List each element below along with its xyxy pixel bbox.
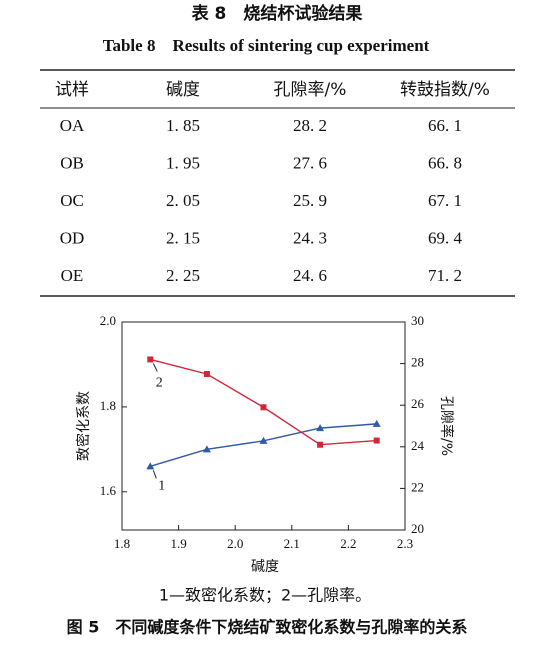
- annotation-leader: [152, 363, 158, 372]
- table-cell: 24. 3: [293, 228, 327, 247]
- point: [259, 436, 268, 444]
- point: [372, 419, 381, 427]
- table-header-cell: 碱度: [166, 80, 200, 100]
- plot-frame: [121, 321, 406, 531]
- y2-tick-label: 30: [411, 313, 424, 328]
- table-cell: 25. 9: [293, 191, 327, 210]
- y-tick-label: 1.8: [100, 398, 116, 413]
- table-cell: OB: [60, 153, 84, 172]
- point: [260, 404, 267, 411]
- x-tick-label: 1.8: [114, 536, 130, 551]
- point: [317, 441, 324, 448]
- y2-tick-label: 20: [411, 521, 424, 536]
- x-tick-label: 2.0: [227, 536, 243, 551]
- x-tick-label: 2.3: [397, 536, 413, 551]
- table-header-cell: 转鼓指数/%: [400, 80, 490, 100]
- y-tick-label: 1.6: [100, 483, 117, 498]
- table-cell: 2. 15: [166, 228, 200, 247]
- table-cell: 24. 6: [293, 266, 327, 285]
- x-tick-label: 2.2: [340, 536, 356, 551]
- figure-note: 1—致密化系数；2—孔隙率。: [159, 586, 371, 605]
- table-cell: 66. 1: [428, 116, 462, 135]
- series-label: 1: [158, 479, 165, 494]
- table-caption-en: Table 8 Results of sintering cup experim…: [103, 36, 430, 55]
- table-cell: 2. 25: [166, 266, 200, 285]
- table-header-cell: 孔隙率/%: [274, 80, 347, 100]
- series-line: [150, 423, 377, 467]
- table-cell: 1. 95: [166, 153, 200, 172]
- y2-tick-label: 26: [411, 396, 425, 411]
- table-cell: 28. 2: [293, 116, 327, 135]
- table-cell: 1. 85: [166, 116, 200, 135]
- series-line: [150, 358, 377, 446]
- y-tick-label: 2.0: [100, 313, 116, 328]
- annotation-leader: [152, 470, 157, 479]
- table-cell: 71. 2: [428, 266, 462, 285]
- table-cell: 67. 1: [428, 191, 462, 210]
- y2-axis-title: 孔隙率/%: [438, 396, 455, 456]
- table-cell: OD: [60, 228, 85, 247]
- x-axis-title: 碱度: [251, 559, 279, 575]
- figure-caption: 图 5 不同碱度条件下烧结矿致密化系数与孔隙率的关系: [67, 618, 468, 637]
- table-cell: 69. 4: [428, 228, 463, 247]
- table-cell: OA: [60, 116, 85, 135]
- y2-tick-label: 24: [411, 438, 425, 453]
- x-tick-label: 2.1: [284, 536, 300, 551]
- series-label: 2: [156, 376, 163, 391]
- table-cell: OE: [61, 266, 84, 285]
- y-axis-title: 致密化系数: [75, 391, 92, 461]
- x-tick-label: 1.9: [170, 536, 186, 551]
- point: [316, 424, 325, 432]
- point: [147, 356, 154, 363]
- table-cell: 27. 6: [293, 153, 327, 172]
- point: [203, 371, 210, 377]
- point: [373, 437, 380, 444]
- table-cell: OC: [60, 191, 84, 210]
- table-cell: 2. 05: [166, 191, 200, 210]
- table-cell: 66. 8: [428, 153, 462, 172]
- table-header-cell: 试样: [55, 80, 89, 100]
- y2-tick-label: 28: [411, 355, 424, 370]
- point: [202, 445, 211, 453]
- table-caption-cn: 表 8 烧结杯试验结果: [192, 3, 363, 24]
- point: [146, 462, 155, 470]
- y2-tick-label: 22: [411, 479, 424, 494]
